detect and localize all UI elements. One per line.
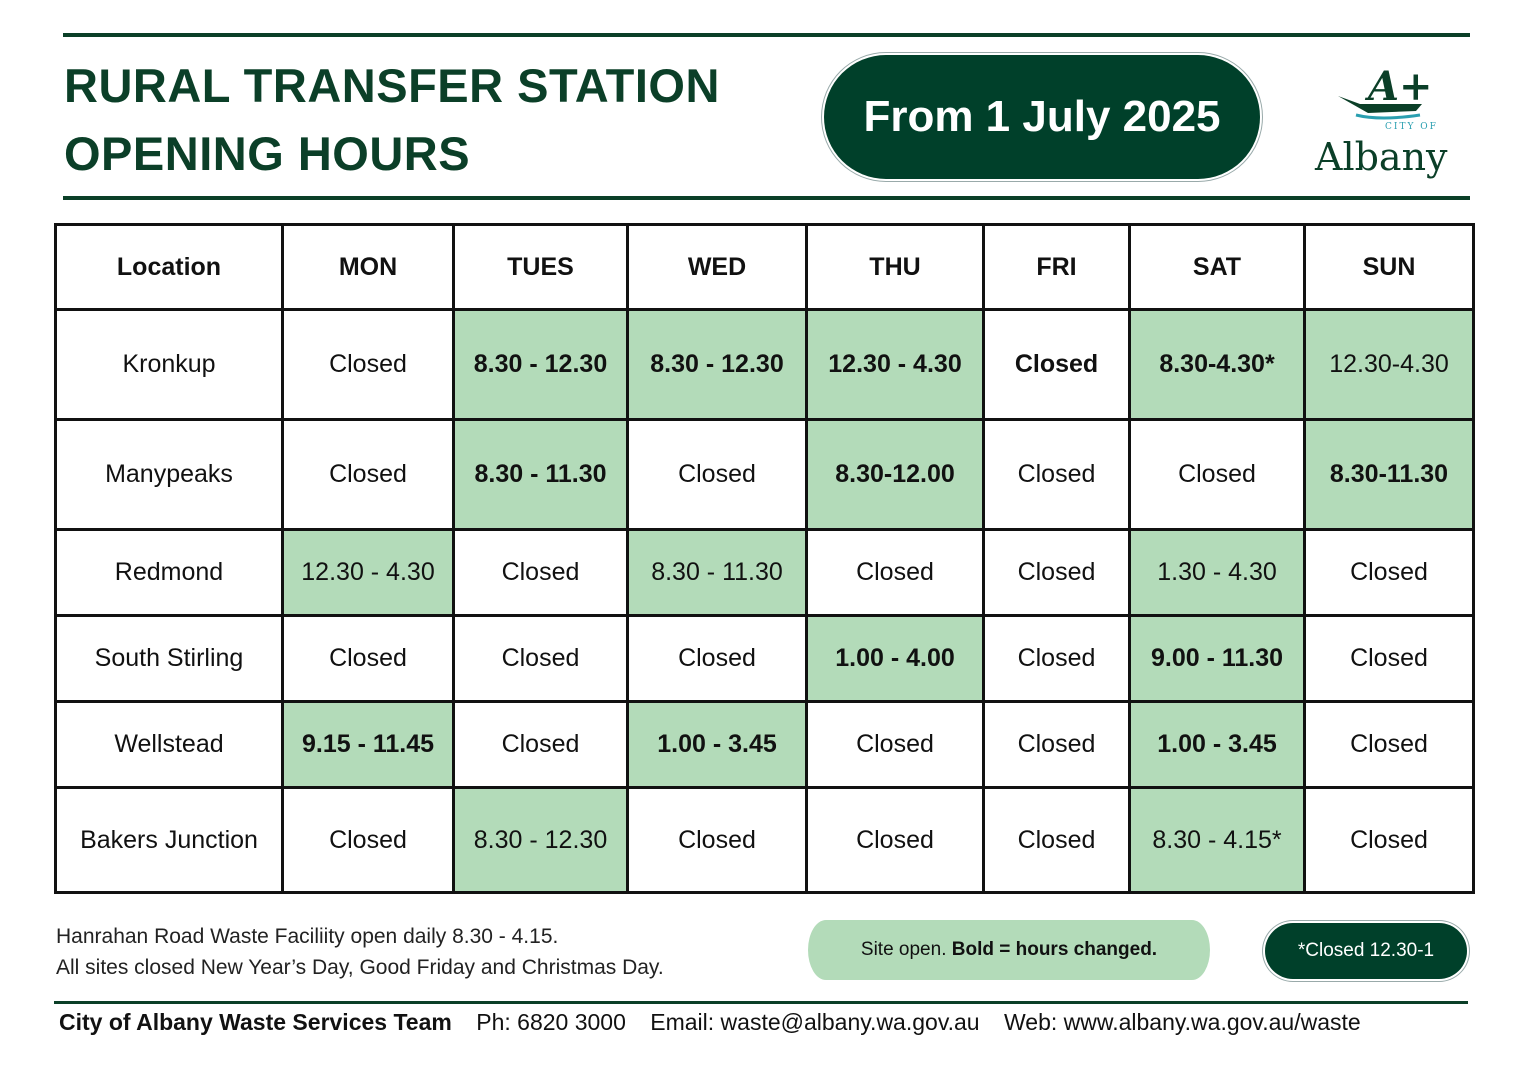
opening-hours-table: Location MON TUES WED THU FRI SAT SUN Kronkup Cl… — [54, 223, 1475, 894]
svg-text:A+: A+ — [1364, 63, 1433, 110]
hours-cell: Closed — [281, 614, 455, 703]
table-row: Bakers Junction Closed 8.30 - 12.30 Closed C… — [54, 786, 1475, 894]
hours-cell: Closed — [805, 528, 985, 617]
hours-cell: 8.30-12.00 — [805, 418, 985, 531]
hours-cell: 9.00 - 11.30 — [1128, 614, 1306, 703]
hours-cell: Closed — [982, 700, 1131, 789]
hours-cell: 8.30 - 11.30 — [626, 528, 808, 617]
hours-cell: Closed — [982, 418, 1131, 531]
notes: Hanrahan Road Waste Faciliity open daily… — [56, 921, 664, 983]
city-of-albany-logo: A+ CITY OF Albany — [1310, 56, 1470, 180]
footer: City of Albany Waste Services Team Ph: 6… — [59, 1009, 1379, 1036]
note-hanrahan: Hanrahan Road Waste Faciliity open daily… — [56, 925, 559, 948]
hours-cell: 8.30 - 12.30 — [452, 308, 629, 421]
hours-cell: Closed — [281, 786, 455, 894]
hours-cell: 12.30 - 4.30 — [281, 528, 455, 617]
hours-cell: Closed — [982, 528, 1131, 617]
hours-cell: Closed — [281, 418, 455, 531]
footer-web[interactable]: Web: www.albany.wa.gov.au/waste — [1003, 1009, 1361, 1035]
hours-cell: Closed — [452, 528, 629, 617]
legend-open-text: Site open. — [860, 939, 952, 960]
hours-cell: Closed — [452, 614, 629, 703]
page-title: RURAL TRANSFER STATION OPENING HOURS — [64, 52, 720, 188]
hours-cell: Closed — [626, 786, 808, 894]
footer-team: City of Albany Waste Services Team — [59, 1009, 452, 1035]
hours-cell: Closed — [1303, 528, 1475, 617]
footer-phone: Ph: 6820 3000 — [476, 1009, 626, 1035]
column-header-wed: WED — [626, 223, 808, 311]
note-holidays: All sites closed New Year’s Day, Good Fr… — [56, 956, 664, 979]
location-cell: Wellstead — [54, 700, 284, 789]
location-cell: Redmond — [54, 528, 284, 617]
location-cell: Bakers Junction — [54, 786, 284, 894]
column-header-thu: THU — [805, 223, 985, 311]
header-rule — [63, 196, 1470, 200]
svg-text:Albany: Albany — [1314, 135, 1448, 179]
location-cell: South Stirling — [54, 614, 284, 703]
table-header-row: Location MON TUES WED THU FRI SAT SUN — [54, 223, 1475, 311]
hours-cell: 8.30-11.30 — [1303, 418, 1475, 531]
hours-cell: Closed — [626, 614, 808, 703]
hours-cell: Closed — [982, 308, 1131, 421]
footer-email[interactable]: Email: waste@albany.wa.gov.au — [650, 1009, 980, 1035]
column-header-location: Location — [54, 223, 284, 311]
hours-cell: Closed — [805, 786, 985, 894]
location-cell: Manypeaks — [54, 418, 284, 531]
hours-cell: 12.30 - 4.30 — [805, 308, 985, 421]
title-line-1: RURAL TRANSFER STATION — [64, 59, 720, 112]
hours-cell: Closed — [281, 308, 455, 421]
hours-cell: 1.00 - 4.00 — [805, 614, 985, 703]
hours-cell: Closed — [982, 614, 1131, 703]
table-row: Wellstead 9.15 - 11.45 Closed 1.00 - 3.45 Cl… — [54, 700, 1475, 789]
table-row: Kronkup Closed 8.30 - 12.30 8.30 - 12.30 12.… — [54, 308, 1475, 421]
table-row: Redmond 12.30 - 4.30 Closed 8.30 - 11.30 Clo… — [54, 528, 1475, 617]
column-header-sun: SUN — [1303, 223, 1475, 311]
hours-cell: 1.30 - 4.30 — [1128, 528, 1306, 617]
svg-text:CITY OF: CITY OF — [1385, 122, 1438, 132]
location-cell: Kronkup — [54, 308, 284, 421]
footer-rule — [54, 1001, 1468, 1004]
column-header-mon: MON — [281, 223, 455, 311]
table-row: Manypeaks Closed 8.30 - 11.30 Closed 8.30-12… — [54, 418, 1475, 531]
top-rule — [63, 33, 1470, 37]
hours-cell: Closed — [1303, 786, 1475, 894]
table-row: South Stirling Closed Closed Closed 1.00 - 4… — [54, 614, 1475, 703]
legend-site-open: Site open. Bold = hours changed. — [808, 920, 1210, 980]
hours-cell: Closed — [805, 700, 985, 789]
hours-cell: Closed — [982, 786, 1131, 894]
column-header-tues: TUES — [452, 223, 629, 311]
effective-date-badge: From 1 July 2025 — [824, 55, 1260, 179]
hours-cell: 8.30 - 12.30 — [452, 786, 629, 894]
legend-bold-text: Bold = hours changed. — [951, 939, 1158, 960]
hours-cell: Closed — [1128, 418, 1306, 531]
hours-cell: 9.15 - 11.45 — [281, 700, 455, 789]
hours-cell: Closed — [626, 418, 808, 531]
legend-lunch-closure: *Closed 12.30-1 — [1265, 923, 1467, 979]
column-header-sat: SAT — [1128, 223, 1306, 311]
hours-cell: 8.30 - 4.15* — [1128, 786, 1306, 894]
hours-cell: 8.30-4.30* — [1128, 308, 1306, 421]
hours-cell: Closed — [1303, 700, 1475, 789]
hours-cell: 8.30 - 12.30 — [626, 308, 808, 421]
hours-cell: 1.00 - 3.45 — [1128, 700, 1306, 789]
hours-cell: 8.30 - 11.30 — [452, 418, 629, 531]
hours-cell: 12.30-4.30 — [1303, 308, 1475, 421]
hours-cell: Closed — [1303, 614, 1475, 703]
column-header-fri: FRI — [982, 223, 1131, 311]
hours-cell: 1.00 - 3.45 — [626, 700, 808, 789]
title-line-2: OPENING HOURS — [64, 127, 471, 180]
hours-cell: Closed — [452, 700, 629, 789]
